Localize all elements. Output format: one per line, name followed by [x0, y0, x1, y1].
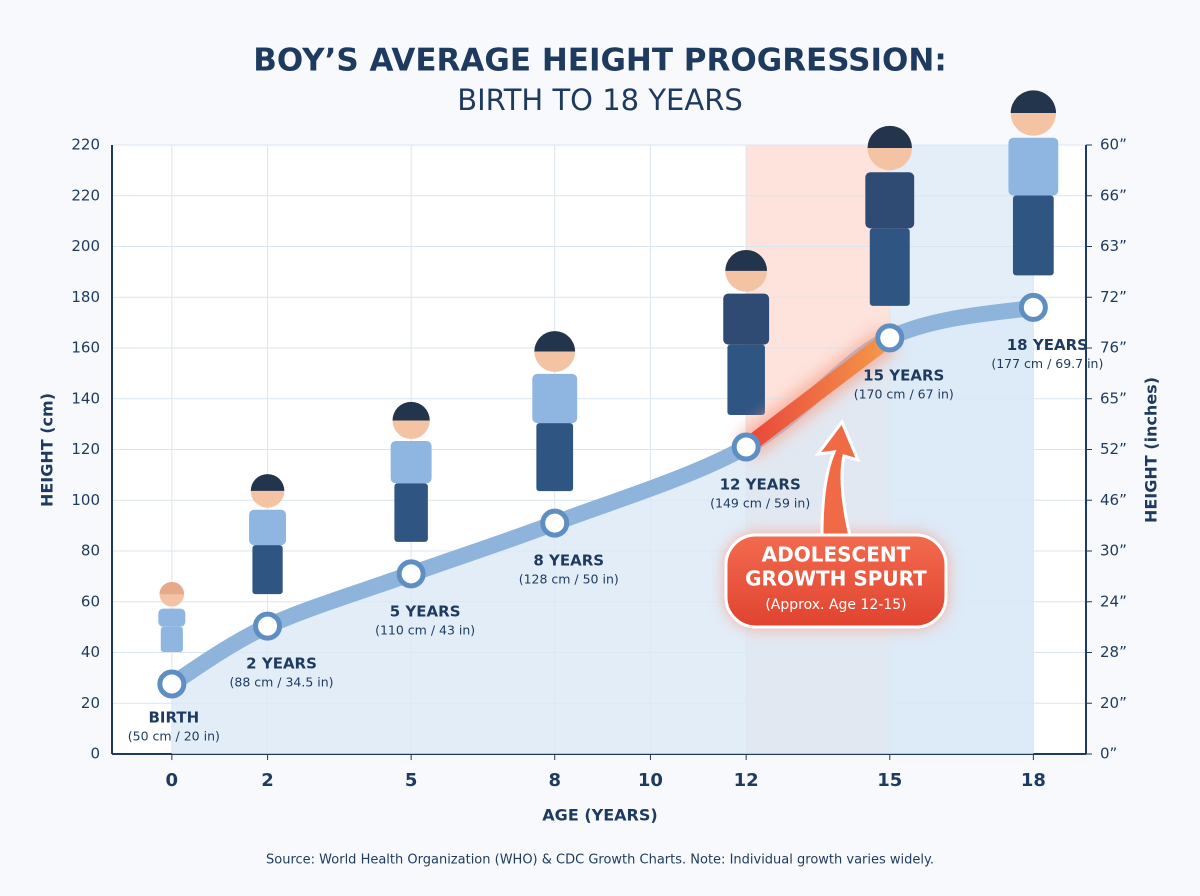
- child-figure: [249, 474, 287, 595]
- point: [1018, 292, 1048, 322]
- callout-note: (Approx. Age 12-15): [765, 597, 906, 613]
- point-measure: (149 cm / 59 in): [710, 495, 810, 510]
- child-figure: [1008, 90, 1059, 276]
- figure-legs: [160, 626, 183, 652]
- y2-tick-label: 65”: [1100, 389, 1127, 407]
- y-tick-label: 220: [71, 186, 100, 204]
- y-tick-label: 120: [71, 440, 100, 458]
- point-measure: (170 cm / 67 in): [854, 386, 954, 401]
- figure-hair: [250, 474, 285, 491]
- figure-legs: [1012, 195, 1054, 276]
- y2-tick-label: 72”: [1100, 288, 1127, 306]
- x-tick-label: 15: [877, 770, 902, 791]
- figure-hair: [725, 249, 768, 271]
- figure-body: [532, 373, 578, 424]
- y-tick-label: 220: [71, 136, 100, 154]
- point-label: 8 YEARS: [533, 552, 604, 570]
- child-figure: [390, 401, 432, 542]
- x-tick-label: 18: [1021, 770, 1046, 791]
- callout-title: ADOLESCENT: [762, 543, 911, 567]
- figure-legs: [252, 545, 283, 595]
- y-tick-label: 80: [81, 542, 100, 560]
- y-tick-label: 160: [71, 339, 100, 357]
- chart-subtitle: BIRTH TO 18 YEARS: [457, 83, 743, 117]
- y-tick-label: 20: [81, 694, 100, 712]
- point-measure: (128 cm / 50 in): [519, 572, 619, 587]
- y2-axis-label: HEIGHT (inches): [1142, 377, 1161, 523]
- callout-arrow: [814, 419, 861, 538]
- point: [875, 323, 905, 353]
- y-tick-label: 140: [71, 389, 100, 407]
- source-note: Source: World Health Organization (WHO) …: [266, 853, 934, 868]
- plot-area: 0204060801001201401601802002202200”20”28…: [71, 90, 1127, 791]
- figure-hair: [1010, 90, 1057, 114]
- child-figure: [532, 331, 578, 492]
- point-measure: (110 cm / 43 in): [375, 622, 475, 637]
- figure-body: [1008, 137, 1059, 196]
- x-tick-label: 12: [734, 770, 759, 791]
- point-label: 18 YEARS: [1007, 336, 1088, 354]
- y2-tick-label: 52”: [1100, 440, 1127, 458]
- x-tick-label: 0: [166, 770, 179, 791]
- x-tick-label: 8: [548, 770, 561, 791]
- child-figure: [865, 125, 915, 306]
- point: [157, 669, 187, 699]
- figure-body: [249, 509, 287, 546]
- point-label: 15 YEARS: [863, 366, 944, 384]
- point-measure: (88 cm / 34.5 in): [230, 675, 334, 690]
- child-figure: [158, 581, 186, 652]
- figure-legs: [394, 483, 428, 542]
- x-tick-label: 5: [405, 770, 418, 791]
- point: [253, 611, 283, 641]
- y2-tick-label: 0”: [1100, 745, 1117, 763]
- y2-tick-label: 76”: [1100, 339, 1127, 357]
- child-figure: [723, 249, 770, 415]
- point-label: 2 YEARS: [246, 655, 317, 673]
- figure-body: [723, 293, 770, 345]
- figure-legs: [869, 228, 910, 306]
- figure-body: [390, 441, 432, 484]
- y2-tick-label: 60”: [1100, 136, 1127, 154]
- chart-title: BOY’S AVERAGE HEIGHT PROGRESSION:: [253, 43, 946, 79]
- x-axis-label: AGE (YEARS): [542, 806, 657, 825]
- y-tick-label: 180: [71, 288, 100, 306]
- y2-tick-label: 20”: [1100, 694, 1127, 712]
- x-tick-label: 10: [638, 770, 663, 791]
- spurt-line: [738, 329, 898, 455]
- figure-hair: [159, 581, 185, 595]
- figure-body: [865, 172, 915, 229]
- area: [171, 307, 1034, 754]
- y-tick-label: 200: [71, 237, 100, 255]
- figure-legs: [536, 423, 574, 492]
- point: [540, 508, 570, 538]
- x-tick-label: 2: [261, 770, 274, 791]
- figure-hair: [534, 331, 576, 352]
- figure-legs: [727, 344, 765, 415]
- callout-box: [724, 533, 948, 629]
- point-label: BIRTH: [148, 708, 199, 726]
- y2-tick-label: 30”: [1100, 542, 1127, 560]
- y2-tick-label: 28”: [1100, 643, 1127, 661]
- figure-hair: [867, 125, 912, 149]
- point-label: 5 YEARS: [390, 602, 461, 620]
- y2-tick-label: 24”: [1100, 592, 1127, 610]
- point: [731, 432, 761, 462]
- y2-tick-label: 63”: [1100, 237, 1127, 255]
- y-tick-label: 0: [90, 745, 100, 763]
- figure-body: [158, 608, 186, 627]
- y-tick-label: 100: [71, 491, 100, 509]
- point-measure: (177 cm / 69.7 in): [991, 356, 1103, 371]
- y2-tick-label: 46”: [1100, 491, 1127, 509]
- figure-hair: [392, 401, 430, 421]
- y-axis-label: HEIGHT (cm): [38, 393, 57, 507]
- y-tick-label: 40: [81, 643, 100, 661]
- y2-tick-label: 66”: [1100, 186, 1127, 204]
- point: [396, 559, 426, 589]
- callout-title: GROWTH SPURT: [745, 567, 927, 591]
- point-measure: (50 cm / 20 in): [128, 728, 220, 743]
- point-label: 12 YEARS: [720, 475, 801, 493]
- y-tick-label: 60: [81, 592, 100, 610]
